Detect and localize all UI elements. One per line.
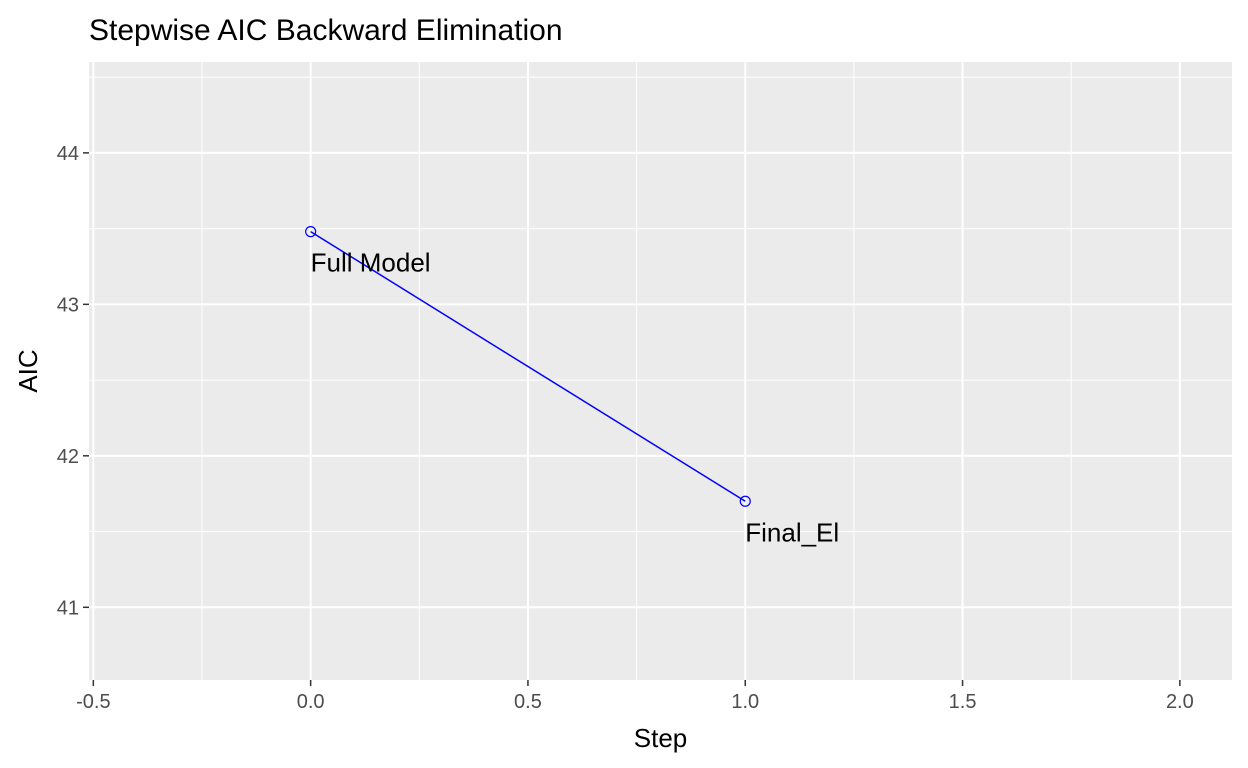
data-point-label: Final_El xyxy=(745,517,839,547)
y-tick-label: 43 xyxy=(57,294,79,316)
y-tick-label: 44 xyxy=(57,143,79,165)
series-line xyxy=(310,231,746,502)
x-axis: -0.5 0.0 0.5 1.0 1.5 2.0 xyxy=(76,680,1194,713)
y-tick-label: 41 xyxy=(57,597,79,619)
x-tick-label: 1.0 xyxy=(731,691,759,713)
x-tick-label: 0.0 xyxy=(297,691,325,713)
x-axis-title: Step xyxy=(634,723,688,753)
y-tick-label: 42 xyxy=(57,446,79,468)
x-tick-label: -0.5 xyxy=(76,691,110,713)
data-point xyxy=(739,495,751,507)
y-axis: 41 42 43 44 xyxy=(57,143,89,619)
chart-title: Stepwise AIC Backward Elimination xyxy=(89,14,563,47)
x-tick-label: 0.5 xyxy=(514,691,542,713)
grid-major xyxy=(89,62,1232,680)
series-layer xyxy=(305,226,751,507)
plot-panel xyxy=(89,62,1232,680)
x-tick-label: 2.0 xyxy=(1166,691,1194,713)
point-labels: Full Model Final_El xyxy=(311,248,840,548)
data-point xyxy=(305,226,317,238)
y-axis-title: AIC xyxy=(13,349,43,392)
x-tick-label: 1.5 xyxy=(949,691,977,713)
grid-minor xyxy=(89,62,1232,680)
data-point-label: Full Model xyxy=(311,248,431,278)
